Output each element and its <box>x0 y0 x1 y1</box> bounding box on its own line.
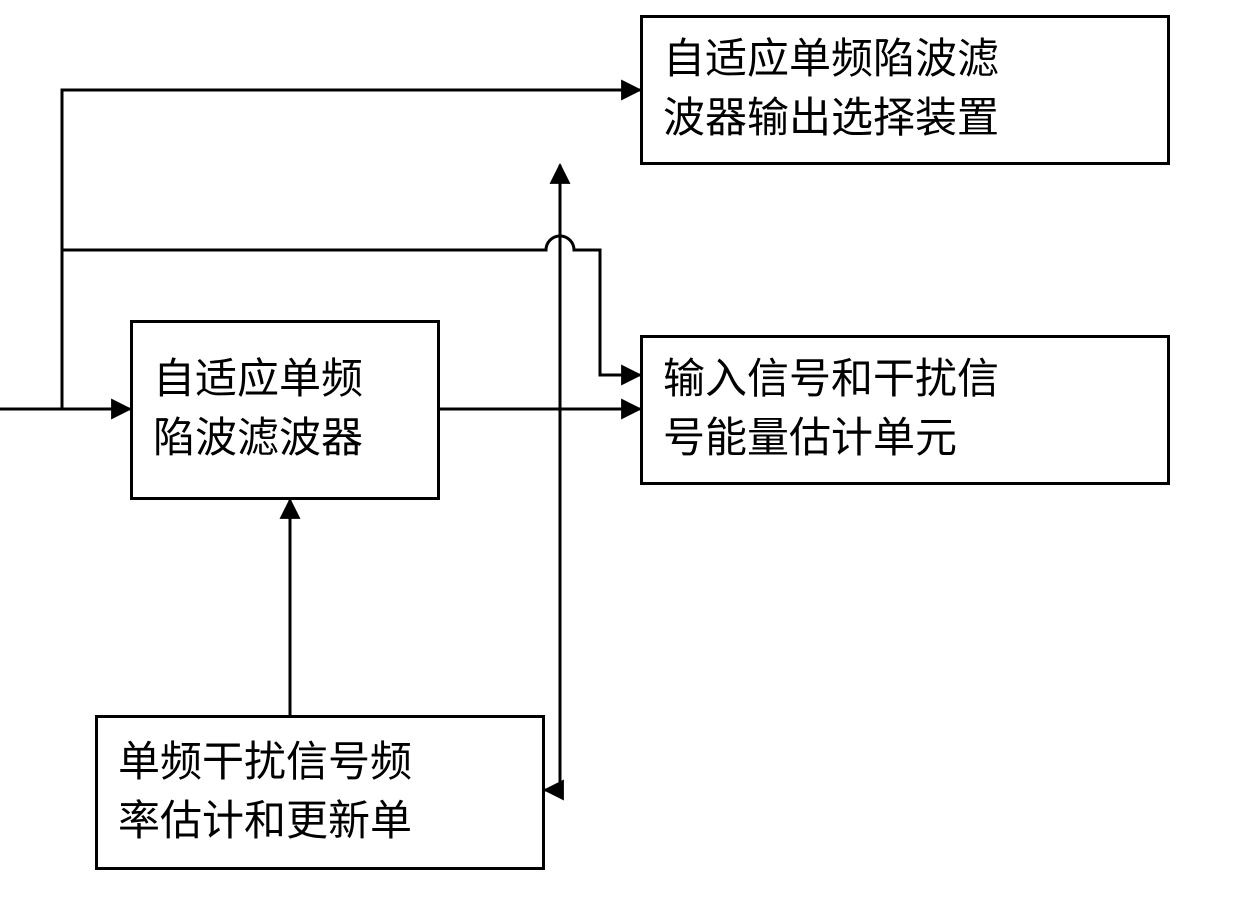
edge-mid-down-to-freq <box>545 409 560 790</box>
node-filter-line2: 陷波滤波器 <box>153 410 417 469</box>
node-freq-update-line2: 率估计和更新单 <box>118 793 522 852</box>
node-selector-line2: 波器输出选择装置 <box>663 90 1147 149</box>
node-filter-line1: 自适应单频 <box>153 351 417 410</box>
node-selector-line1: 自适应单频陷波滤 <box>663 31 1147 90</box>
node-freq-update: 单频干扰信号频 率估计和更新单 <box>95 715 545 870</box>
node-selector: 自适应单频陷波滤 波器输出选择装置 <box>640 15 1170 165</box>
node-freq-update-line1: 单频干扰信号频 <box>118 734 522 793</box>
node-estimator-line1: 输入信号和干扰信 <box>663 351 1147 410</box>
node-estimator-line2: 号能量估计单元 <box>663 410 1147 469</box>
node-estimator: 输入信号和干扰信 号能量估计单元 <box>640 335 1170 485</box>
node-filter: 自适应单频 陷波滤波器 <box>130 320 440 500</box>
